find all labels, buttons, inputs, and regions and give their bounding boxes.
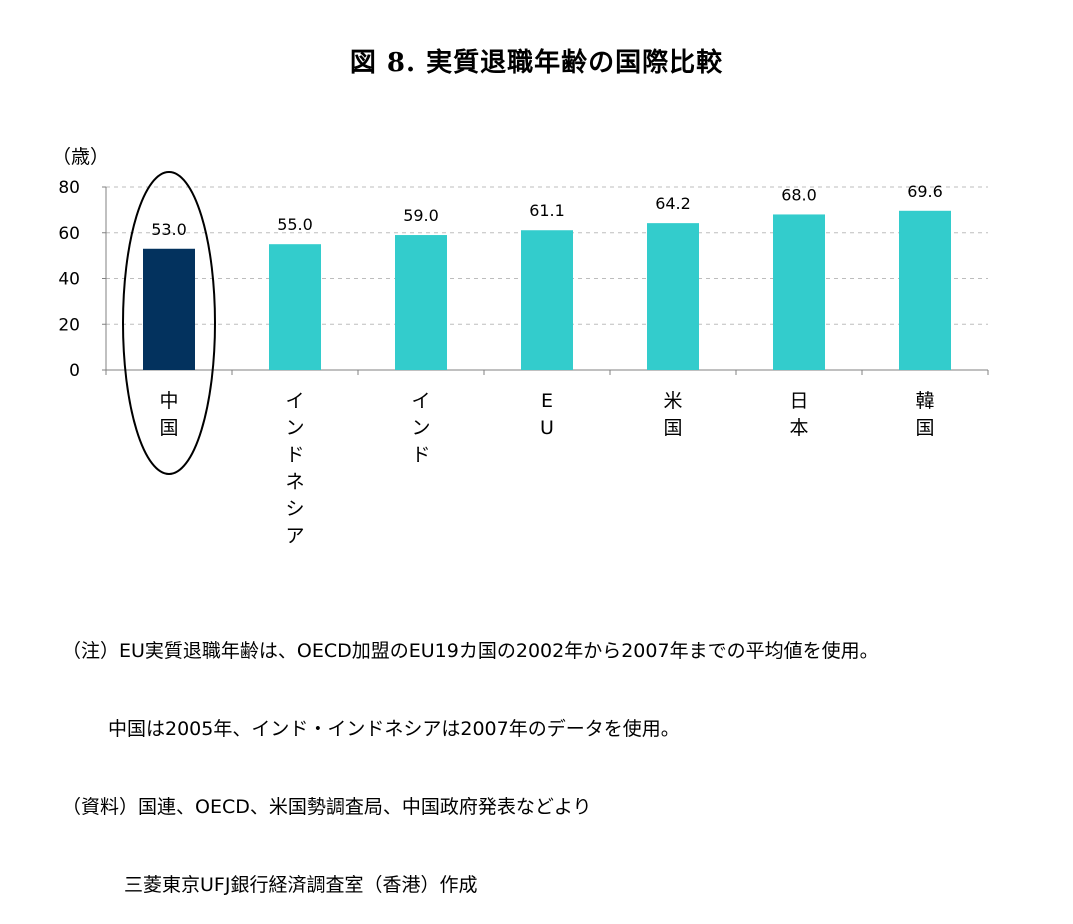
chart-title: 図 8. 実質退職年齢の国際比較	[349, 48, 724, 78]
data-label: 64.2	[655, 194, 691, 213]
category-label-char: 本	[789, 417, 808, 439]
y-tick-label: 0	[69, 361, 80, 381]
bar	[647, 223, 699, 370]
y-tick-label: 40	[58, 270, 80, 290]
bar	[521, 230, 573, 370]
category-label-char: ン	[411, 417, 430, 439]
data-labels: 53.0 55.0 59.0 61.1 64.2 68.0 69.6	[151, 182, 943, 239]
y-axis-unit-label: （歳）	[52, 146, 109, 168]
category-label-char: ネ	[285, 471, 304, 493]
bar-chart: （歳） 0 20 40 60 80 53.0 55.0 59.0 61.1 64.2 68.0 69…	[52, 146, 989, 547]
y-axis: 0 20 40 60 80	[58, 178, 989, 381]
category-label-char: 米	[663, 390, 682, 412]
y-tick-label: 60	[58, 224, 80, 244]
bar	[899, 210, 951, 370]
category-label-char: 国	[663, 417, 682, 439]
data-label: 68.0	[781, 185, 817, 204]
y-tick-label: 20	[58, 315, 80, 335]
category-label-char: 国	[915, 417, 934, 439]
bar	[269, 244, 321, 370]
data-label: 53.0	[151, 220, 187, 239]
note-line-2: 中国は2005年、インド・インドネシアは2007年のデータを使用。	[108, 718, 680, 740]
category-label-char: シ	[285, 498, 304, 520]
category-label-char: ン	[285, 417, 304, 439]
category-label-char: U	[540, 417, 554, 439]
category-label-char: ド	[411, 444, 430, 466]
source-line-2: 三菱東京UFJ銀行経済調査室（香港）作成	[124, 874, 478, 896]
notes: （注）EU実質退職年齢は、OECD加盟のEU19カ国の2002年から2007年ま…	[62, 586, 879, 924]
category-label-char: 中	[159, 390, 178, 412]
y-tick-label: 80	[58, 178, 80, 198]
bars	[143, 210, 951, 370]
data-label: 55.0	[277, 215, 313, 234]
category-label-char: イ	[285, 390, 304, 412]
category-label-char: ド	[285, 444, 304, 466]
source-line-1: （資料）国連、OECD、米国勢調査局、中国政府発表などより	[62, 796, 592, 818]
data-label: 59.0	[403, 206, 439, 225]
category-label-char: 韓	[915, 390, 934, 412]
note-line-1: （注）EU実質退職年齢は、OECD加盟のEU19カ国の2002年から2007年ま…	[62, 640, 879, 662]
data-label: 69.6	[907, 182, 943, 201]
category-label-char: E	[541, 390, 553, 412]
bar	[395, 235, 447, 370]
category-label-char: ア	[285, 525, 304, 547]
bar	[143, 248, 195, 370]
category-label-char: イ	[411, 390, 430, 412]
bar	[773, 214, 825, 370]
data-label: 61.1	[529, 201, 565, 220]
category-label-char: 国	[159, 417, 178, 439]
category-label-char: 日	[789, 390, 808, 412]
highlight-ellipse	[122, 171, 216, 475]
